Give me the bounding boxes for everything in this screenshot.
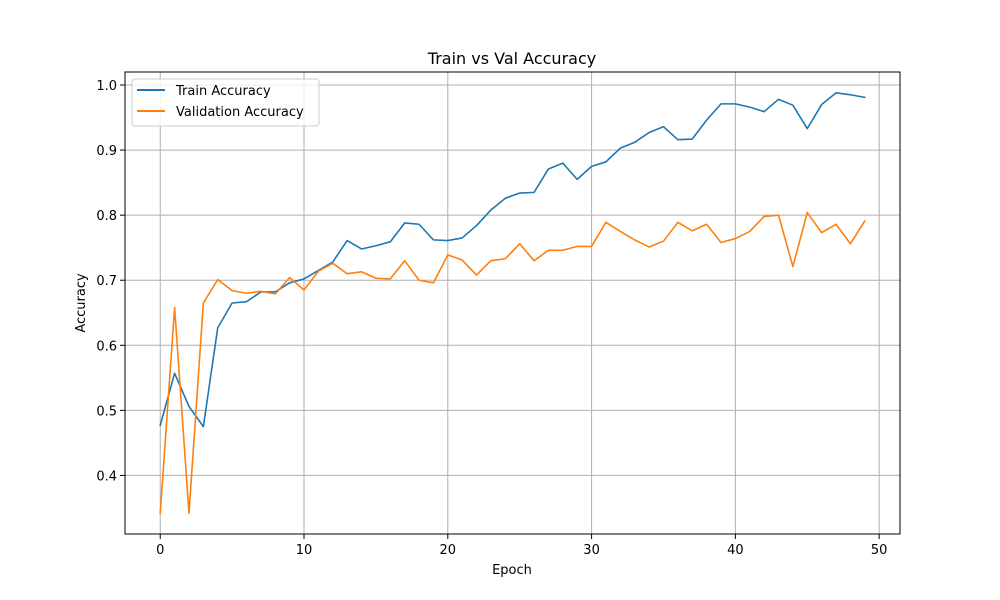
y-tick-label: 0.9 xyxy=(96,144,117,159)
x-tick-label: 40 xyxy=(727,543,744,558)
y-tick-label: 0.5 xyxy=(96,404,117,419)
axis-ticks: 0 10 20 30 40 50 0.4 0.5 0.6 0.7 0.8 0.9 1.0 xyxy=(96,79,887,558)
x-tick-label: 50 xyxy=(871,543,888,558)
x-tick-label: 20 xyxy=(440,543,457,558)
x-axis-label: Epoch xyxy=(492,563,532,578)
plot-frame xyxy=(124,71,901,535)
y-tick-label: 0.4 xyxy=(96,469,117,484)
y-tick-label: 1.0 xyxy=(96,79,117,94)
validation-accuracy-line xyxy=(159,211,866,515)
chart-title: Train vs Val Accuracy xyxy=(427,49,596,68)
y-tick-label: 0.6 xyxy=(96,339,117,354)
y-axis-label: Accuracy xyxy=(74,273,89,333)
y-tick-label: 0.7 xyxy=(96,274,117,289)
legend-label-validation: Validation Accuracy xyxy=(176,105,304,120)
series-lines xyxy=(159,92,866,515)
x-tick-label: 30 xyxy=(583,543,600,558)
x-tick-label: 0 xyxy=(156,543,164,558)
y-tick-label: 0.8 xyxy=(96,209,117,224)
x-tick-label: 10 xyxy=(296,543,313,558)
legend: Train Accuracy Validation Accuracy xyxy=(131,78,320,127)
legend-box xyxy=(131,78,320,127)
legend-label-train: Train Accuracy xyxy=(175,84,271,99)
